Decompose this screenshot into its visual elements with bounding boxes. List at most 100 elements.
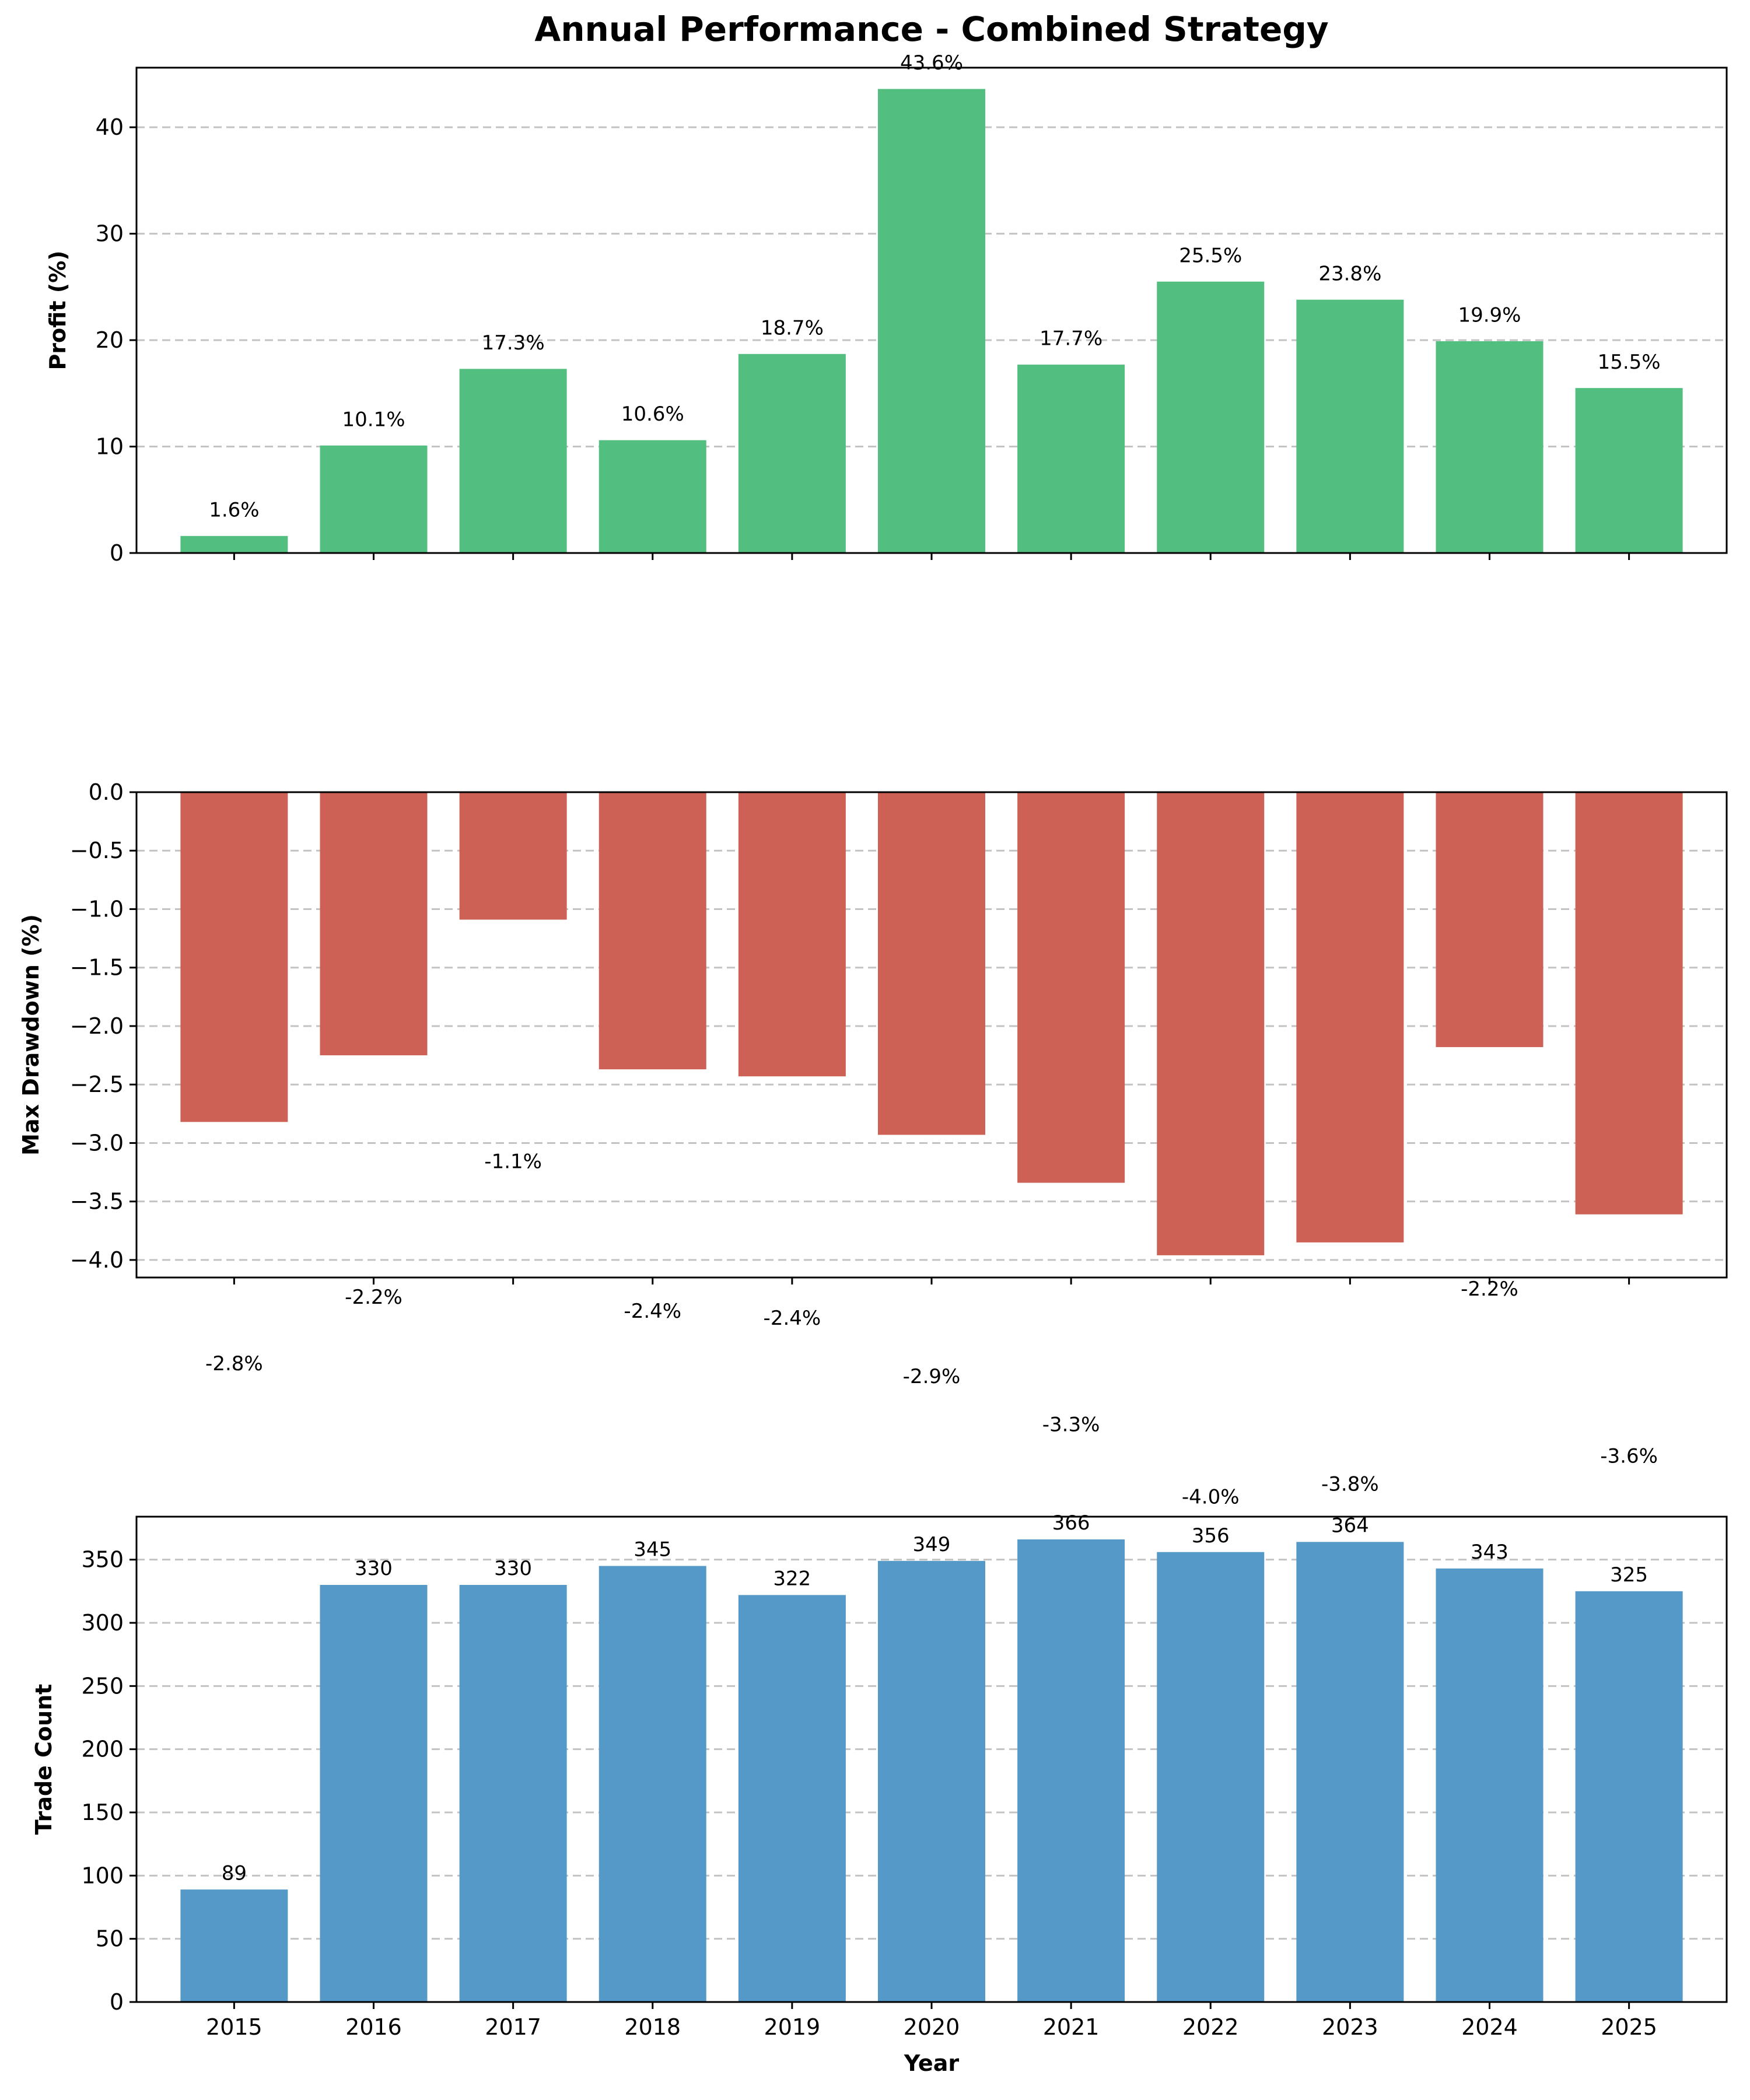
data-label-2015: -2.8%	[205, 1352, 263, 1376]
y-tick-label: −3.0	[70, 1130, 124, 1156]
data-label-2019: 18.7%	[761, 316, 824, 340]
data-label-2017: -1.1%	[484, 1150, 542, 1173]
y-tick-label: −3.5	[70, 1189, 124, 1214]
y-tick-label: 0	[110, 1989, 124, 2015]
bar-2017	[459, 369, 567, 553]
bar-2018	[598, 440, 706, 553]
y-tick-label: 350	[81, 1547, 124, 1573]
x-tick-label-2016: 2016	[345, 2014, 402, 2040]
bar-2021	[1017, 365, 1125, 553]
bar-2018	[598, 792, 706, 1070]
data-label-2019: 322	[773, 1567, 811, 1591]
data-label-2018: -2.4%	[624, 1300, 681, 1323]
bar-2020	[878, 1560, 985, 2002]
data-label-2024: 343	[1471, 1541, 1508, 1564]
data-label-2020: 349	[913, 1533, 951, 1556]
x-tick-label-2025: 2025	[1601, 2014, 1657, 2040]
panels-container: 1.6% 10.1% 17.3% 10.6% 18.7% 43.6% 17.7% 25.5% 2…	[18, 51, 1728, 2076]
x-tick-label-2022: 2022	[1182, 2014, 1239, 2040]
data-label-2025: 325	[1610, 1563, 1648, 1587]
data-label-2022: -4.0%	[1182, 1486, 1240, 1509]
bar-2022	[1157, 792, 1265, 1255]
bar-2021	[1017, 792, 1125, 1183]
bar-2019	[738, 792, 846, 1077]
data-label-2016: 330	[355, 1557, 393, 1580]
bar-2023	[1296, 299, 1404, 553]
y-axis-label: Max Drawdown (%)	[18, 914, 44, 1156]
data-label-2021: -3.3%	[1042, 1413, 1100, 1436]
y-tick-label: −2.0	[70, 1013, 124, 1039]
bar-2016	[320, 1585, 428, 2002]
y-tick-label: 300	[81, 1610, 124, 1636]
data-label-2022: 356	[1192, 1524, 1230, 1548]
data-label-2023: 364	[1331, 1514, 1369, 1538]
data-label-2025: 15.5%	[1598, 351, 1661, 374]
data-label-2020: 43.6%	[900, 51, 963, 75]
y-tick-label: 40	[96, 114, 124, 140]
data-label-2018: 10.6%	[621, 402, 684, 426]
data-label-2024: 19.9%	[1458, 304, 1521, 327]
y-tick-label: 150	[81, 1800, 124, 1825]
y-tick-label: 30	[96, 221, 124, 247]
x-tick-label-2021: 2021	[1043, 2014, 1100, 2040]
y-axis-label: Profit (%)	[45, 250, 71, 370]
bar-2015	[180, 1889, 288, 2002]
bar-2017	[459, 1585, 567, 2002]
bar-2021	[1017, 1539, 1125, 2002]
data-label-2017: 330	[494, 1557, 532, 1580]
data-label-2021: 17.7%	[1040, 327, 1102, 351]
y-tick-label: 100	[81, 1863, 124, 1888]
bar-2023	[1296, 1542, 1404, 2002]
data-label-2023: -3.8%	[1321, 1473, 1379, 1496]
bar-2016	[320, 445, 428, 553]
data-label-2018: 345	[634, 1538, 671, 1562]
y-axis-label: Trade Count	[31, 1684, 57, 1835]
data-label-2016: -2.2%	[345, 1286, 402, 1309]
bar-2025	[1575, 1591, 1683, 2002]
data-label-2015: 89	[222, 1861, 247, 1885]
bar-2017	[459, 792, 567, 920]
y-tick-label: 200	[81, 1737, 124, 1762]
panel-2: -2.8% -2.2% -1.1% -2.4% -2.4% -2.9% -3.3% -4.0%…	[18, 779, 1728, 1509]
x-tick-label-2024: 2024	[1461, 2014, 1518, 2040]
bar-2024	[1436, 1568, 1544, 2002]
data-label-2023: 23.8%	[1318, 262, 1381, 285]
bar-2019	[738, 1595, 846, 2002]
bar-2023	[1296, 792, 1404, 1242]
bar-2015	[180, 536, 288, 553]
bar-2018	[598, 1566, 706, 2002]
panel-3: 89 330 330 345 322 349 366 356 364 343 325 0 50 100 15…	[31, 1511, 1728, 2076]
bar-2022	[1157, 281, 1265, 553]
data-label-2019: -2.4%	[764, 1307, 821, 1330]
y-tick-label: 0.0	[89, 779, 124, 805]
data-label-2017: 17.3%	[482, 331, 545, 355]
data-label-2021: 366	[1052, 1511, 1090, 1535]
data-label-2016: 10.1%	[342, 408, 405, 431]
bar-2016	[320, 792, 428, 1056]
bar-2025	[1575, 792, 1683, 1214]
y-tick-label: 250	[81, 1673, 124, 1699]
y-tick-label: −1.0	[70, 896, 124, 922]
y-tick-label: 50	[96, 1926, 124, 1952]
bar-2020	[878, 792, 985, 1135]
bar-2025	[1575, 388, 1683, 553]
y-tick-label: −4.0	[70, 1247, 124, 1273]
y-tick-label: −1.5	[70, 955, 124, 981]
x-tick-label-2017: 2017	[485, 2014, 541, 2040]
bar-2015	[180, 792, 288, 1122]
x-tick-label-2023: 2023	[1322, 2014, 1378, 2040]
x-tick-label-2018: 2018	[624, 2014, 681, 2040]
bar-2020	[878, 89, 985, 554]
x-axis-label: Year	[904, 2050, 959, 2076]
y-tick-label: 20	[96, 327, 124, 353]
y-tick-label: −0.5	[70, 838, 124, 863]
y-tick-label: −2.5	[70, 1072, 124, 1097]
data-label-2022: 25.5%	[1179, 244, 1242, 267]
x-tick-label-2019: 2019	[764, 2014, 821, 2040]
bar-2022	[1157, 1552, 1265, 2002]
x-tick-label-2015: 2015	[206, 2014, 262, 2040]
data-label-2015: 1.6%	[209, 498, 259, 522]
y-tick-label: 10	[96, 434, 124, 460]
figure-title: Annual Performance - Combined Strategy	[534, 9, 1328, 49]
y-tick-label: 0	[110, 540, 124, 566]
